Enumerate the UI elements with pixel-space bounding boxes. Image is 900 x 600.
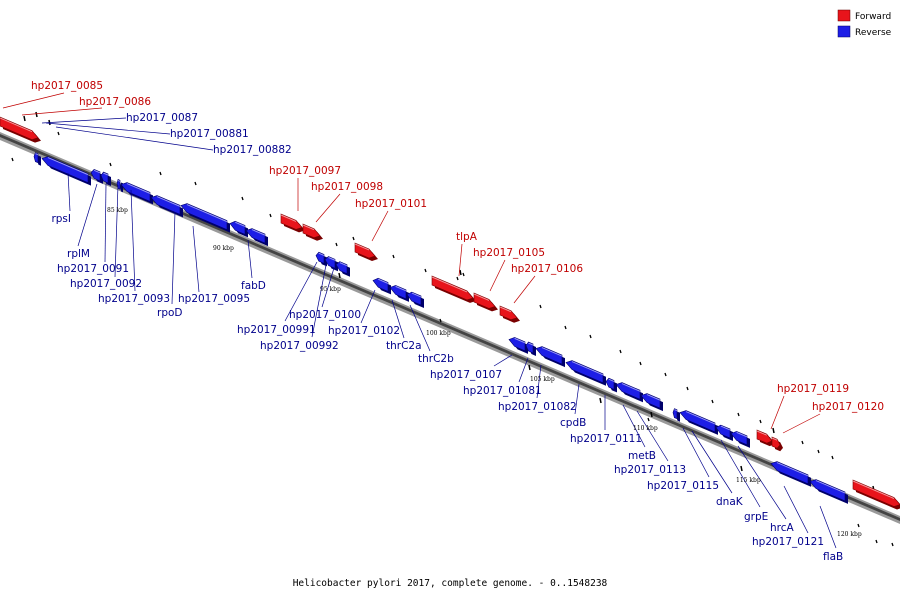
gene-label: hp2017_0107: [430, 369, 502, 381]
gene-label: thrC2a: [386, 340, 422, 352]
gene-flaB: [809, 479, 846, 502]
gene-label: hp2017_0093: [98, 293, 170, 305]
gene-label: hp2017_00881: [170, 128, 249, 140]
gene-hp2017-0120: [771, 436, 781, 449]
kbp-tick-label: 105 kbp: [530, 376, 555, 383]
legend-swatch-reverse: [837, 25, 851, 38]
gene-label: hp2017_0097: [269, 165, 341, 177]
kbp-tick-label: 95 kbp: [320, 286, 341, 293]
gene-label: hp2017_0119: [777, 383, 849, 395]
gene-label: hp2017_0106: [511, 263, 583, 275]
gene-label: hp2017_0098: [311, 181, 383, 193]
gene-hp2017-0106: [499, 305, 518, 321]
gene-label: hp2017_0100: [289, 309, 361, 321]
gene-label: hp2017_0105: [473, 247, 545, 259]
gene-label: hp2017_00882: [213, 144, 292, 156]
kbp-tick-label: 120 kbp: [837, 531, 862, 538]
legend-swatch-forward: [837, 9, 851, 22]
gene-right-edge: [852, 479, 900, 507]
gene-rpoD: [150, 195, 181, 215]
gene-hrcA: [770, 461, 809, 485]
gene-label: fabD: [241, 280, 266, 292]
gene-hp2017-0101: [354, 242, 376, 259]
gene-label: hp2017_0095: [178, 293, 250, 305]
gene-fabD-2: [245, 228, 266, 244]
gene-hp2017-0105: [473, 292, 496, 309]
gene-label: dnaK: [716, 496, 744, 508]
gene-label: hp2017_00991: [237, 324, 316, 336]
gene-label: hp2017_0092: [70, 278, 142, 290]
gene-label: hrcA: [770, 522, 795, 534]
gene-hp2017-01082: [535, 346, 563, 365]
gene-hp2017-0098: [302, 223, 321, 239]
gene-small-rev-2: [672, 408, 678, 420]
gene-label: hp2017_0086: [79, 96, 151, 108]
gene-label: hp2017_01081: [463, 385, 542, 397]
gene-label: hp2017_0102: [328, 325, 400, 337]
legend-label-forward: Forward: [855, 12, 891, 22]
gene-label: hp2017_0085: [31, 80, 103, 92]
gene-label: hp2017_0113: [614, 464, 686, 476]
gene-hp2017-0085: [0, 116, 39, 140]
gene-label: cpdB: [560, 417, 586, 429]
gene-label: thrC2b: [418, 353, 454, 365]
gene-label: rpsI: [51, 213, 71, 225]
gene-label: hp2017_0121: [752, 536, 824, 548]
kbp-tick-label: 110 kbp: [633, 425, 658, 432]
gene-label: hp2017_01082: [498, 401, 577, 413]
gene-cpdB: [565, 360, 604, 384]
gene-label: metB: [628, 450, 656, 462]
gene-metB: [615, 382, 641, 400]
gene-hp2017-0093: [120, 182, 151, 202]
gene-hp2017-0113: [640, 393, 661, 409]
kbp-tick-label: 90 kbp: [213, 245, 234, 252]
kbp-tick-label: 115 kbp: [736, 477, 761, 484]
genome-caption: Helicobacter pylori 2017, complete genom…: [293, 578, 608, 589]
gene-label: hp2017_0101: [355, 198, 427, 210]
gene-track: [0, 116, 900, 510]
gene-hp2017-0119: [756, 429, 773, 444]
gene-small-rev: [33, 152, 39, 164]
gene-label: hp2017_0115: [647, 480, 719, 492]
gene-label: hp2017_0120: [812, 401, 884, 413]
kbp-markers: 85 kbp 90 kbp 95 kbp 100 kbp 105 kbp 110 kbp 1…: [107, 207, 862, 538]
kbp-tick-label: 85 kbp: [107, 207, 128, 214]
kbp-tick-label: 100 kbp: [426, 330, 451, 337]
gene-label: hp2017_0111: [570, 433, 642, 445]
gene-label: tlpA: [456, 231, 478, 243]
legend-label-reverse: Reverse: [855, 28, 892, 38]
gene-hp2017-0095: [180, 203, 228, 231]
gene-label: grpE: [744, 511, 768, 523]
gene-labels: hp2017_0085 hp2017_0086 hp2017_0097 hp2017_…: [31, 80, 884, 563]
gene-label: rplM: [67, 248, 90, 260]
gene-label: rpoD: [157, 307, 183, 319]
gene-tlpA: [431, 275, 474, 301]
gene-label: hp2017_0091: [57, 263, 129, 275]
gene-label: hp2017_00992: [260, 340, 339, 352]
gene-hp2017-0097: [280, 213, 303, 230]
legend: Forward Reverse: [837, 9, 892, 38]
label-leaders: [2, 92, 837, 549]
gene-label: hp2017_0087: [126, 112, 198, 124]
gene-label: flaB: [823, 551, 843, 563]
gene-hp2017-0115: [679, 410, 716, 433]
